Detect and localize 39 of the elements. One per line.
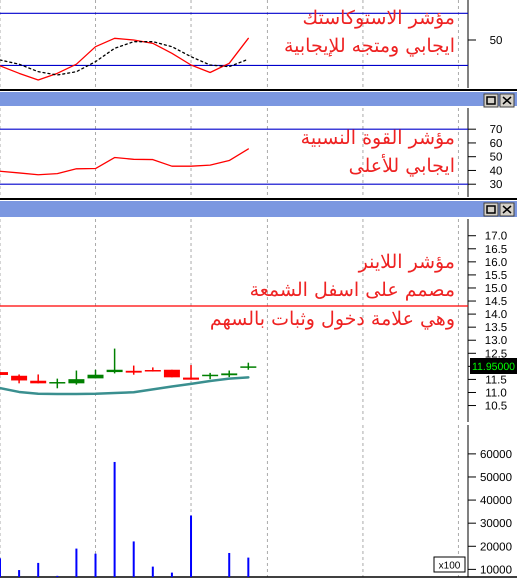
line-series	[0, 376, 250, 396]
y-tick-label: 30000	[480, 518, 512, 530]
y-tick-label: 40000	[480, 495, 512, 508]
y-tick-label: 13.0	[484, 335, 508, 348]
y-tick-label: 11.5	[485, 374, 507, 386]
text: 11.95000	[472, 361, 516, 373]
y-tick-label: 15.5	[484, 270, 508, 282]
y-tick-label: 16.0	[484, 256, 508, 269]
candlestick	[68, 370, 84, 386]
y-tick-label: 15.0	[484, 282, 508, 295]
y-tick-label: 70	[490, 124, 502, 136]
annotation: x100	[438, 560, 461, 572]
annotation: مؤشر اللاينر	[358, 251, 455, 273]
y-tick-label: 13.5	[484, 322, 508, 334]
annotation: ايجابي ومتجه للإيجابية	[284, 35, 455, 57]
candlestick	[183, 364, 200, 380]
candlestick	[106, 348, 123, 374]
y-tick-label: 12.5	[484, 348, 508, 360]
y-tick-label: 50	[490, 152, 502, 164]
y-tick-label: 10000	[480, 564, 512, 576]
y-tick-label: 11.0	[485, 387, 507, 400]
y-tick-label: 16.5	[484, 244, 508, 256]
annotation: مصمم على اسفل الشمعة	[250, 279, 455, 301]
text: مؤشر الاستوكاستك	[302, 7, 455, 29]
y-tick-label: 14.0	[484, 309, 508, 322]
y-tick-label: 60000	[480, 448, 512, 461]
y-tick-label: 17.0	[484, 230, 508, 243]
candlestick	[49, 378, 66, 390]
y-tick-label: 40	[490, 165, 502, 178]
y-tick-label: 10.5	[484, 400, 508, 413]
y-tick-label: 14.5	[484, 296, 508, 308]
annotation: وهي علامة دخول وثبات بالسهم	[210, 308, 455, 330]
y-tick-label: 20000	[480, 541, 512, 554]
annotation: مؤشر القوة النسبية	[300, 127, 455, 149]
y-tick-label: 30	[490, 179, 502, 192]
y-tick-label: 50000	[480, 472, 512, 484]
annotation: ايجابي للأعلى	[348, 153, 455, 177]
line-series	[0, 148, 249, 176]
y-tick-label: 60	[490, 138, 502, 150]
